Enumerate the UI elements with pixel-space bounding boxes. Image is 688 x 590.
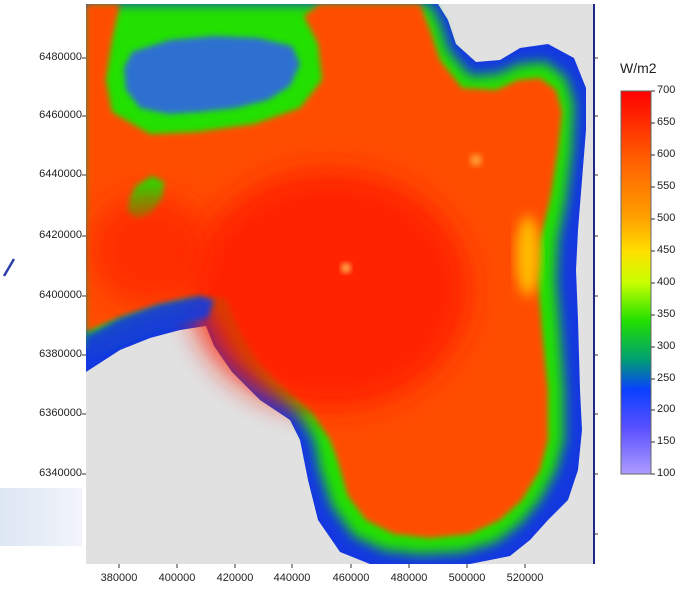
sw-blue-ridge (86, 296, 214, 360)
x-tick-label: 380000 (100, 572, 138, 584)
colorbar-tick-label: 600 (657, 148, 676, 160)
y-tick-label: 6400000 (39, 289, 82, 301)
hotspot-1 (470, 154, 482, 166)
colorbar-tick-label: 250 (657, 372, 676, 384)
colorbar-ticks (651, 90, 655, 475)
red-core (190, 170, 470, 410)
colorbar-tick-label: 550 (657, 180, 676, 192)
colorbar-tick-label: 100 (657, 467, 676, 479)
colorbar-tick-label: 700 (657, 84, 676, 96)
y-tick-label: 6340000 (39, 467, 82, 479)
x-tick-label: 400000 (158, 572, 196, 584)
x-tick-label: 460000 (332, 572, 370, 584)
colorbar-tick-label: 450 (657, 244, 676, 256)
colorbar-tick-label: 200 (657, 403, 676, 415)
right-axis-ticks (594, 57, 598, 535)
lake-patch-inner (124, 36, 300, 114)
y-tick-label: 6360000 (39, 407, 82, 419)
x-tick-label: 500000 (448, 572, 486, 584)
red-core-left (90, 195, 210, 305)
colorbar-tick-label: 400 (657, 276, 676, 288)
colorbar (620, 90, 652, 475)
hotspot-2 (341, 263, 351, 273)
x-tick-label: 480000 (390, 572, 428, 584)
x-tick-label: 520000 (506, 572, 544, 584)
colorbar-tick-label: 650 (657, 116, 676, 128)
y-axis-ticks (82, 57, 86, 475)
slide-slash-mark (2, 258, 16, 277)
colorbar-tick-label: 350 (657, 308, 676, 320)
x-axis-ticks (118, 564, 526, 568)
colorbar-tick-label: 500 (657, 212, 676, 224)
colorbar-tick-label: 300 (657, 340, 676, 352)
y-tick-label: 6440000 (39, 168, 82, 180)
colorbar-unit-label: W/m2 (620, 60, 657, 76)
y-tick-label: 6380000 (39, 348, 82, 360)
x-tick-label: 440000 (273, 572, 311, 584)
colorbar-tick-label: 150 (657, 435, 676, 447)
y-tick-label: 6420000 (39, 229, 82, 241)
slide-accent-band (0, 488, 82, 546)
y-tick-label: 6480000 (39, 51, 82, 63)
yellow-edge-glow (516, 216, 540, 296)
y-tick-label: 6460000 (39, 109, 82, 121)
x-tick-label: 420000 (216, 572, 254, 584)
